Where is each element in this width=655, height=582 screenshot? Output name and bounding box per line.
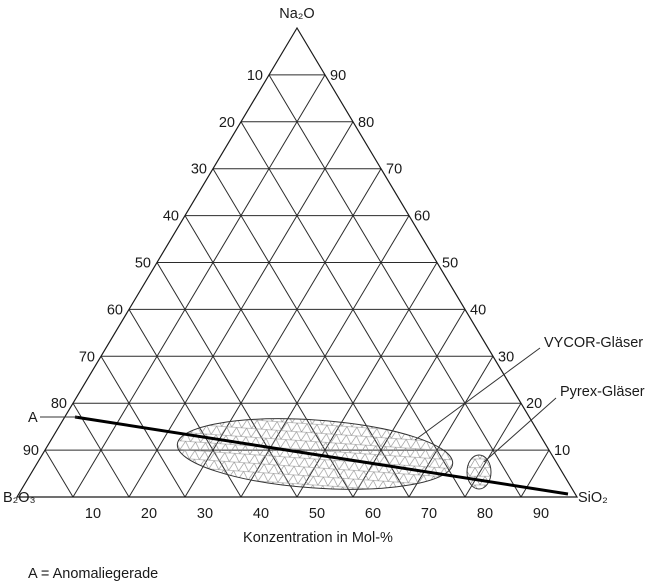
bottom-tick-label: 80 <box>477 506 493 522</box>
left-tick-label: 10 <box>247 68 263 84</box>
grid-line-right-parallel <box>268 74 522 498</box>
right-tick-label: 90 <box>330 68 346 84</box>
bottom-tick-label: 20 <box>141 506 157 522</box>
anomaly-line <box>74 415 569 496</box>
left-tick-label: 40 <box>163 209 179 225</box>
pyrex-callout-label: Pyrex-Gläser <box>560 384 645 400</box>
left-edge-tick-labels: 10 20 30 40 50 60 70 80 90 <box>23 68 263 459</box>
right-tick-label: 50 <box>442 256 458 272</box>
right-tick-label: 30 <box>498 349 514 365</box>
grid-line-right-parallel <box>240 121 466 498</box>
right-tick-label: 70 <box>386 162 402 178</box>
grid-line-right-parallel <box>44 449 74 498</box>
left-tick-label: 90 <box>23 443 39 459</box>
anomaly-line-label: A <box>28 410 38 426</box>
bottom-tick-label: 90 <box>533 506 549 522</box>
bottom-tick-label: 10 <box>85 506 101 522</box>
grid-line-left-parallel <box>72 74 326 498</box>
pyrex-callout-leader <box>483 397 557 463</box>
vertex-label-na2o: Na₂O <box>279 6 314 22</box>
right-tick-label: 10 <box>554 443 570 459</box>
bottom-tick-label: 70 <box>421 506 437 522</box>
x-axis-label: Konzentration in Mol-% <box>243 530 393 546</box>
right-tick-label: 20 <box>526 396 542 412</box>
left-tick-label: 30 <box>191 162 207 178</box>
bottom-tick-label: 40 <box>253 506 269 522</box>
bottom-tick-label: 50 <box>309 506 325 522</box>
right-tick-label: 40 <box>470 302 486 318</box>
left-tick-label: 80 <box>51 396 67 412</box>
triangle-outline <box>15 26 579 498</box>
pyrex-glass-region <box>466 454 492 490</box>
vertex-label-sio2: SiO₂ <box>578 490 608 506</box>
left-tick-label: 50 <box>135 256 151 272</box>
vertex-label-b2o3: B₂O₃ <box>3 490 36 506</box>
bottom-tick-label: 30 <box>197 506 213 522</box>
bottom-edge-tick-labels: 10 20 30 40 50 60 70 80 90 <box>85 506 549 522</box>
anomaly-legend-note: A = Anomaliegerade <box>28 566 158 582</box>
right-tick-label: 60 <box>414 209 430 225</box>
left-tick-label: 70 <box>79 349 95 365</box>
right-tick-label: 80 <box>358 115 374 131</box>
vycor-callout-leader <box>414 347 541 441</box>
bottom-tick-label: 60 <box>365 506 381 522</box>
left-tick-label: 60 <box>107 302 123 318</box>
grid-line-left-parallel <box>520 449 550 498</box>
vycor-callout-label: VYCOR-Gläser <box>544 335 643 351</box>
right-edge-tick-labels: 90 80 70 60 50 40 30 20 10 <box>330 68 570 459</box>
left-tick-label: 20 <box>219 115 235 131</box>
